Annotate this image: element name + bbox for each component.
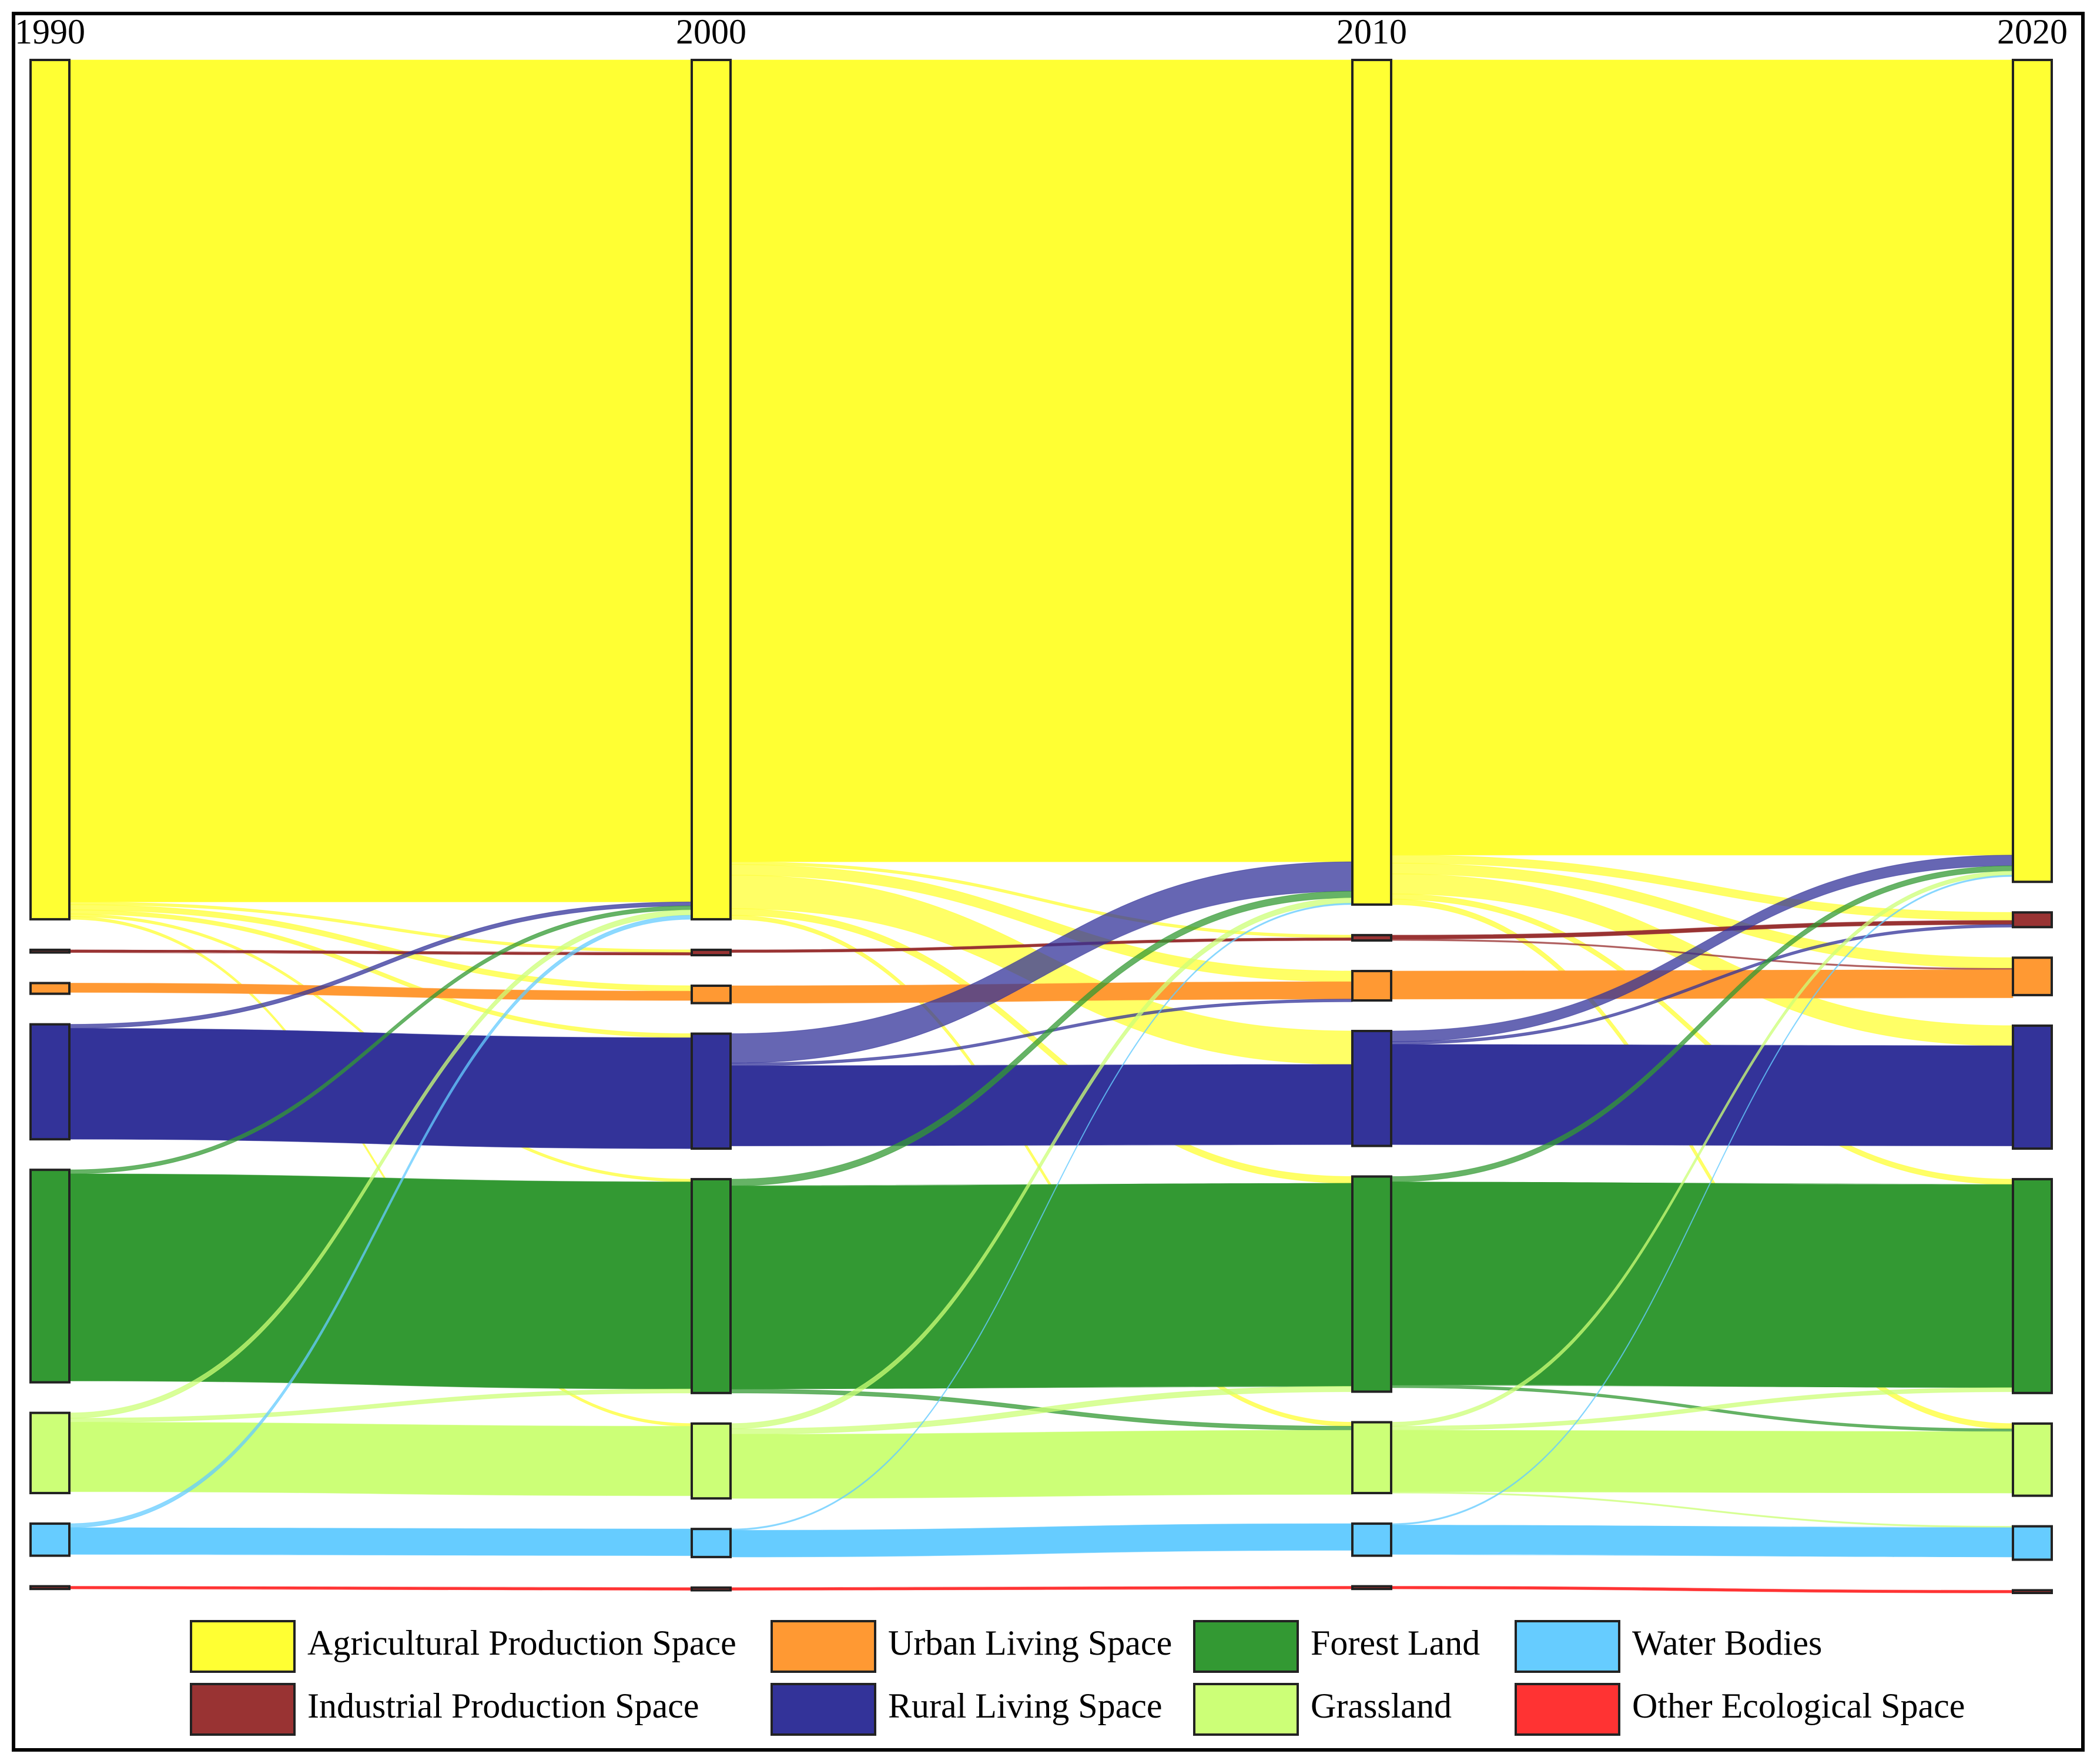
node (691, 1422, 732, 1500)
flow (730, 999, 1353, 1066)
node (691, 1178, 732, 1394)
column-label: 1990 (15, 12, 85, 51)
flow (69, 1027, 692, 1149)
legend-label: Other Ecological Space (1632, 1686, 1965, 1725)
node (2012, 956, 2053, 996)
node (691, 1528, 732, 1558)
node (29, 1522, 71, 1557)
legend: Agricultural Production Space Industrial … (190, 1620, 1965, 1736)
flow (69, 59, 692, 902)
node (1351, 1585, 1392, 1591)
node (691, 984, 732, 1005)
node (29, 982, 71, 995)
flow (1391, 1524, 2014, 1558)
flow (69, 1527, 692, 1557)
legend-label: Industrial Production Space (307, 1686, 699, 1725)
column-label: 2010 (1336, 12, 1407, 51)
node (691, 1032, 732, 1150)
column-label: 2000 (676, 12, 746, 51)
node (2012, 1024, 2053, 1150)
flow (1391, 1044, 2014, 1147)
node (691, 948, 732, 956)
node (29, 59, 71, 921)
legend-swatch (1515, 1620, 1620, 1673)
legend-swatch (1515, 1683, 1620, 1736)
flow (69, 1422, 692, 1497)
flow (69, 1173, 692, 1390)
node (29, 948, 71, 954)
legend-label: Agricultural Production Space (307, 1624, 736, 1662)
node (1351, 933, 1392, 942)
column-label: 2020 (1997, 12, 2068, 51)
legend-label: Forest Land (1311, 1624, 1480, 1662)
node (29, 1169, 71, 1384)
legend-label: Grassland (1311, 1686, 1452, 1725)
node (2012, 911, 2053, 929)
node (1351, 59, 1392, 906)
node (2012, 1422, 2053, 1497)
node (2012, 1525, 2053, 1561)
node (2012, 1178, 2053, 1394)
flow (730, 1064, 1353, 1147)
legend-label: Rural Living Space (888, 1686, 1163, 1725)
node (29, 1023, 71, 1141)
flow (1391, 1181, 2014, 1388)
legend-label: Urban Living Space (888, 1624, 1172, 1662)
node (1351, 969, 1392, 1002)
node (691, 1586, 732, 1592)
nodes: 1990 2000 2010 2020 (15, 12, 2068, 1594)
node (1351, 1030, 1392, 1147)
node (29, 1411, 71, 1495)
legend-label: Water Bodies (1632, 1624, 1822, 1662)
flow (1391, 59, 2014, 856)
legend-swatch (1193, 1683, 1299, 1736)
node (2012, 1589, 2053, 1594)
legend-swatch (190, 1683, 296, 1736)
legend-swatch (771, 1620, 876, 1673)
node (1351, 1421, 1392, 1495)
flow (730, 1430, 1353, 1499)
node (1351, 1175, 1392, 1393)
flow (1391, 1430, 2014, 1494)
links (69, 59, 2014, 1594)
legend-swatch (190, 1620, 296, 1673)
flow (730, 1183, 1353, 1390)
node (691, 59, 732, 921)
legend-swatch (1193, 1620, 1299, 1673)
node (2012, 59, 2053, 883)
legend-swatch (771, 1683, 876, 1736)
node (29, 1585, 71, 1591)
flow (730, 59, 1353, 862)
node (1351, 1522, 1392, 1557)
